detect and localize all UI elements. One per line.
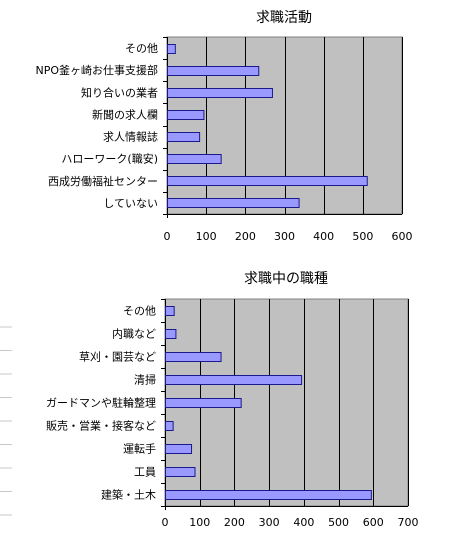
category-label: 求人情報誌 bbox=[103, 130, 158, 144]
x-tick-label: 400 bbox=[293, 516, 314, 529]
category-label: その他 bbox=[123, 305, 156, 318]
category-label: 清掃 bbox=[134, 373, 156, 387]
bar bbox=[167, 66, 260, 76]
category-label: 内職など bbox=[112, 327, 156, 341]
category-label: 新聞の求人欄 bbox=[92, 107, 158, 121]
x-tick-label: 700 bbox=[398, 516, 419, 529]
bar bbox=[167, 154, 222, 164]
x-tick-label: 100 bbox=[189, 516, 210, 529]
plot-area bbox=[166, 36, 403, 215]
x-tick-label: 300 bbox=[259, 516, 280, 529]
bar bbox=[167, 88, 273, 98]
bar bbox=[165, 444, 193, 454]
category-label: 販売・営業・接客など bbox=[46, 419, 156, 433]
bar bbox=[165, 329, 177, 339]
category-label: ハローワーク(職安) bbox=[61, 152, 158, 166]
bar bbox=[167, 198, 300, 208]
x-tick-label: 600 bbox=[392, 230, 413, 243]
category-label: 運転手 bbox=[123, 442, 156, 456]
bar bbox=[165, 421, 174, 431]
category-label: していない bbox=[103, 197, 158, 210]
bar bbox=[165, 352, 222, 362]
x-tick-label: 600 bbox=[363, 516, 384, 529]
x-tick-label: 100 bbox=[196, 230, 217, 243]
x-tick-label: 300 bbox=[274, 230, 295, 243]
category-label: ガードマンや駐輪整理 bbox=[46, 396, 156, 410]
category-label: 西成労働福祉センター bbox=[48, 174, 158, 188]
category-label: 知り合いの業者 bbox=[81, 85, 158, 99]
category-label: その他 bbox=[125, 42, 158, 55]
x-tick-label: 500 bbox=[328, 516, 349, 529]
chart-desired-occupation: 求職中の職種その他内職など草刈・園芸など清掃ガードマンや駐輪整理販売・営業・接客… bbox=[0, 271, 419, 529]
bar bbox=[165, 398, 242, 408]
bar bbox=[165, 490, 372, 500]
bar bbox=[167, 44, 176, 54]
category-label: 草刈・園芸など bbox=[79, 351, 156, 364]
x-tick-label: 200 bbox=[235, 230, 256, 243]
bar bbox=[165, 467, 196, 477]
x-tick-label: 0 bbox=[164, 230, 171, 243]
category-label: NPO釜ヶ崎お仕事支援部 bbox=[35, 63, 158, 77]
category-label: 建築・土木 bbox=[101, 488, 156, 502]
x-tick-label: 500 bbox=[352, 230, 373, 243]
bar bbox=[165, 375, 303, 385]
bar bbox=[167, 176, 368, 186]
bar bbox=[167, 110, 205, 120]
bar bbox=[165, 306, 175, 316]
x-tick-label: 0 bbox=[162, 516, 169, 529]
x-tick-label: 400 bbox=[313, 230, 334, 243]
chart-title: 求職活動 bbox=[256, 10, 312, 26]
x-tick-label: 200 bbox=[224, 516, 245, 529]
chart-title: 求職中の職種 bbox=[244, 271, 328, 287]
bar bbox=[167, 132, 201, 142]
category-label: 工員 bbox=[134, 466, 156, 479]
